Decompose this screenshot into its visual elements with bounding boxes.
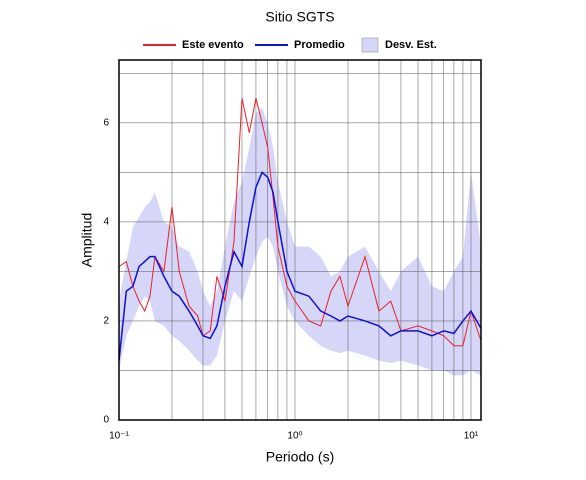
y-tick-label: 6: [103, 118, 109, 129]
y-tick-label: 4: [103, 217, 109, 228]
y-tick-label: 0: [103, 415, 109, 426]
series-line: [118, 98, 482, 347]
legend-label: Este evento: [182, 39, 244, 51]
legend-label: Promedio: [294, 39, 345, 51]
std-band: [119, 108, 481, 376]
y-axis-label: Amplitud: [79, 213, 95, 267]
legend-swatch: [361, 37, 379, 53]
x-axis-label: Periodo (s): [266, 449, 334, 465]
x-tick-label: 10⁰: [287, 431, 302, 442]
x-tick-label: 10⁻¹: [109, 431, 129, 442]
chart-title: Sitio SGTS: [265, 9, 334, 25]
series-line: [118, 171, 482, 361]
legend-label: Desv. Est.: [385, 39, 437, 51]
y-tick-label: 2: [103, 316, 109, 327]
plot-frame: [118, 59, 482, 421]
x-tick-label: 10¹: [464, 431, 479, 442]
